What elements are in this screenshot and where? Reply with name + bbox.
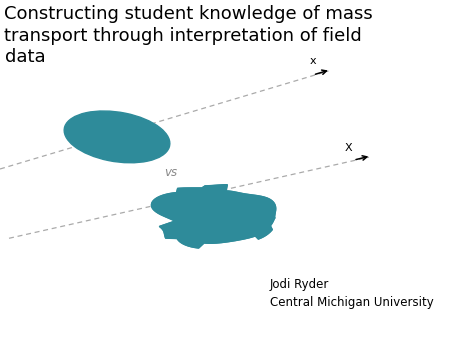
Polygon shape bbox=[152, 185, 275, 248]
Text: Constructing student knowledge of mass
transport through interpretation of field: Constructing student knowledge of mass t… bbox=[4, 5, 373, 66]
Text: Jodi Ryder
Central Michigan University: Jodi Ryder Central Michigan University bbox=[270, 278, 434, 309]
Text: X: X bbox=[345, 143, 352, 153]
Ellipse shape bbox=[64, 111, 170, 163]
Text: vs: vs bbox=[164, 166, 178, 179]
Text: x: x bbox=[310, 56, 316, 66]
